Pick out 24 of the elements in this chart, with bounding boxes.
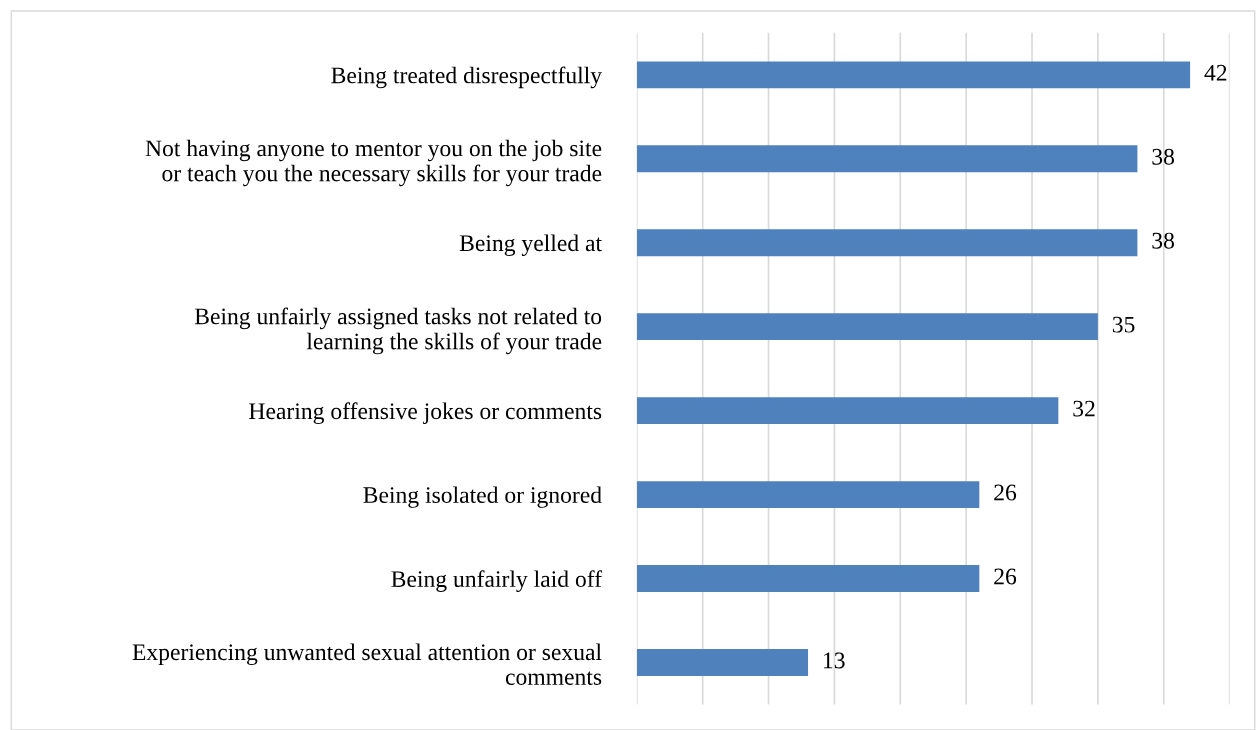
bar: [636, 61, 1191, 89]
y-tick-label: Not having anyone to mentor you on the job site or teach you the necessary skills for your trade: [145, 139, 602, 187]
data-label: 35: [1112, 316, 1135, 333]
data-label: 26: [994, 568, 1017, 585]
bar: [636, 649, 809, 676]
data-label: 13: [824, 652, 845, 669]
bar: [636, 565, 980, 592]
y-tick-label: Being treated disrespectfully: [331, 66, 602, 89]
y-tick-label: Being yelled at: [459, 234, 602, 257]
data-label: 32: [1073, 400, 1095, 417]
data-label: 42: [1204, 64, 1227, 81]
data-label: 38: [1152, 232, 1175, 249]
y-tick-label: Being unfairly assigned tasks not related to learning the skills of your trade: [194, 307, 602, 355]
bar: [636, 313, 1098, 341]
bar: [636, 481, 980, 509]
y-tick-label: Experiencing unwanted sexual attention or sexual comments: [132, 643, 602, 685]
data-label: 26: [994, 484, 1017, 501]
y-tick-label: Hearing offensive jokes or comments: [249, 402, 602, 425]
data-label: 38: [1152, 148, 1175, 165]
bar: [636, 145, 1138, 173]
y-tick-label: Being isolated or ignored: [363, 486, 602, 508]
bar: [636, 397, 1059, 425]
y-tick-label: Being unfairly laid off: [391, 570, 603, 592]
bar: [636, 229, 1138, 257]
